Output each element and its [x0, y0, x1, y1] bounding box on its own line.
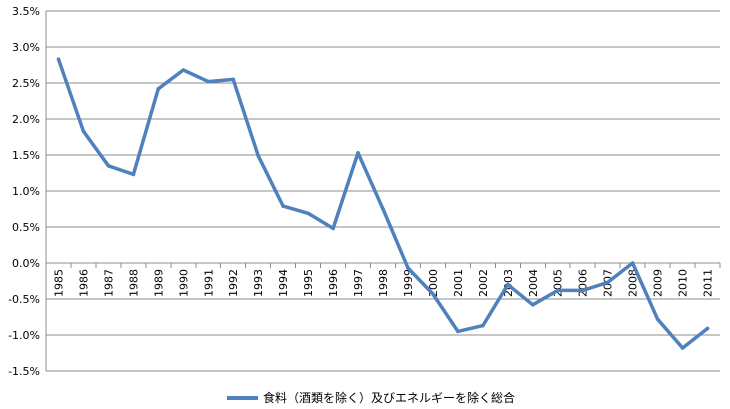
data-point	[181, 68, 186, 72]
data-point	[530, 302, 535, 307]
x-tick-label: 1990	[177, 269, 190, 297]
series-layer	[56, 57, 710, 350]
legend-label: 食料（酒類を除く）及びエネルギーを除く総合	[263, 390, 515, 405]
data-point	[630, 261, 635, 265]
y-tick-label: -0.5%	[8, 293, 40, 306]
x-tick-label: 2010	[677, 269, 690, 297]
y-tick-label: 1.0%	[12, 185, 40, 198]
data-point	[456, 329, 460, 334]
data-point	[406, 266, 410, 270]
data-point	[56, 57, 61, 62]
y-tick-label: -1.5%	[8, 365, 40, 378]
data-point	[206, 79, 211, 84]
data-point	[281, 204, 285, 208]
x-tick-label: 2001	[452, 269, 465, 297]
gridlines	[46, 10, 720, 372]
data-point	[231, 77, 236, 82]
data-point	[555, 288, 560, 293]
y-tick-label: 2.0%	[12, 113, 40, 126]
data-point	[705, 326, 710, 331]
y-tick-label: -1.0%	[8, 329, 40, 342]
x-tick-label: 1991	[202, 269, 215, 297]
x-axis: 1985 1986 1987 1988 1989 1990 1991 1992 1993 1994…	[45, 263, 721, 297]
x-tick-label: 2008	[627, 269, 640, 297]
data-point	[106, 164, 111, 168]
legend: 食料（酒類を除く）及びエネルギーを除く総合	[227, 390, 515, 405]
data-point	[331, 226, 335, 231]
x-tick-label: 1992	[227, 269, 240, 297]
x-tick-label: 1987	[102, 269, 115, 297]
data-point	[381, 207, 385, 211]
x-tick-label: 1988	[127, 269, 140, 297]
x-tick-label: 1995	[302, 269, 315, 297]
data-point	[481, 323, 485, 328]
y-tick-label: 0.0%	[12, 257, 40, 270]
data-point	[580, 288, 585, 293]
y-tick-label: 3.5%	[12, 5, 40, 18]
data-point	[156, 86, 161, 91]
data-point	[431, 292, 435, 296]
x-tick-label: 1985	[52, 269, 65, 297]
data-point	[131, 172, 136, 177]
y-tick-label: 1.5%	[12, 149, 40, 162]
series-line	[56, 57, 710, 350]
x-tick-label: 2009	[652, 269, 665, 297]
data-point	[306, 211, 310, 216]
x-tick-label: 2006	[577, 269, 590, 297]
y-tick-label: 0.5%	[12, 221, 40, 234]
data-point	[506, 282, 510, 287]
data-point	[256, 153, 260, 158]
y-tick-label: 3.0%	[12, 41, 40, 54]
x-tick-label: 1998	[377, 269, 390, 297]
x-tick-label: 1993	[252, 269, 265, 297]
x-tick-label: 2011	[702, 269, 715, 297]
x-tick-label: 1997	[352, 269, 365, 297]
x-tick-label: 2004	[527, 269, 540, 297]
x-tick-label: 1986	[77, 269, 90, 297]
x-tick-label: 1989	[152, 269, 165, 297]
data-point	[655, 317, 660, 321]
data-point	[680, 346, 685, 350]
x-tick-label: 1994	[277, 269, 290, 297]
data-point	[81, 129, 86, 134]
y-axis: 3.5% 3.0% 2.5% 2.0% 1.5% 1.0% 0.5% 0.0% -0.5% -1.…	[8, 5, 47, 378]
x-tick-label: 2002	[477, 269, 490, 297]
x-tick-label: 1996	[327, 269, 340, 297]
x-tick-label: 1999	[402, 269, 415, 297]
y-tick-label: 2.5%	[12, 77, 40, 90]
data-point	[356, 151, 360, 155]
data-point	[605, 280, 610, 285]
